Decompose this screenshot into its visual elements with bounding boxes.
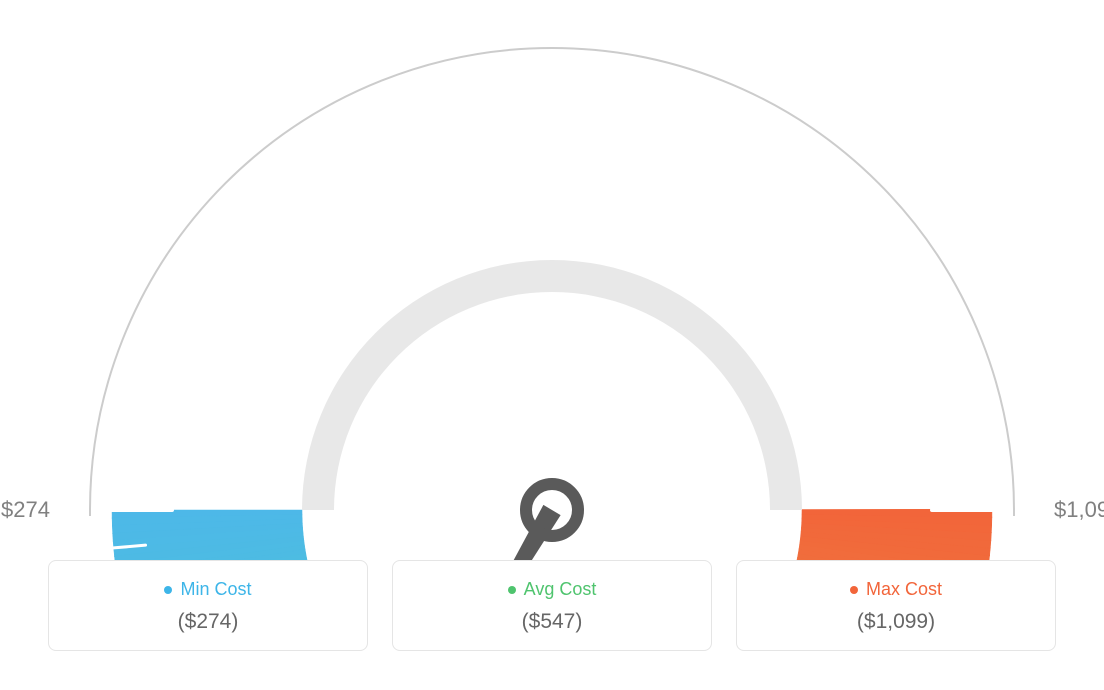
gauge-svg: $274$342$410$547$731$915$1,099	[0, 0, 1104, 560]
legend-label-row: Min Cost	[59, 579, 357, 600]
legend-card: Max Cost ($1,099)	[736, 560, 1056, 651]
legend-label: Avg Cost	[524, 579, 597, 600]
legend-value: ($1,099)	[747, 610, 1045, 634]
legend-card: Avg Cost ($547)	[392, 560, 712, 651]
legend-value: ($274)	[59, 610, 357, 634]
legend-dot-icon	[508, 586, 516, 594]
gauge-chart: $274$342$410$547$731$915$1,099	[0, 0, 1104, 560]
legend-card: Min Cost ($274)	[48, 560, 368, 651]
legend-dot-icon	[850, 586, 858, 594]
legend-label-row: Avg Cost	[403, 579, 701, 600]
legend-value: ($547)	[403, 610, 701, 634]
gauge-tick-label: $1,099	[1054, 497, 1104, 522]
legend-row: Min Cost ($274) Avg Cost ($547) Max Cost…	[0, 560, 1104, 651]
gauge-inner-ring	[302, 260, 802, 510]
legend-dot-icon	[164, 586, 172, 594]
legend-label: Max Cost	[866, 579, 942, 600]
gauge-tick-label: $274	[1, 497, 50, 522]
legend-label: Min Cost	[180, 579, 251, 600]
legend-label-row: Max Cost	[747, 579, 1045, 600]
